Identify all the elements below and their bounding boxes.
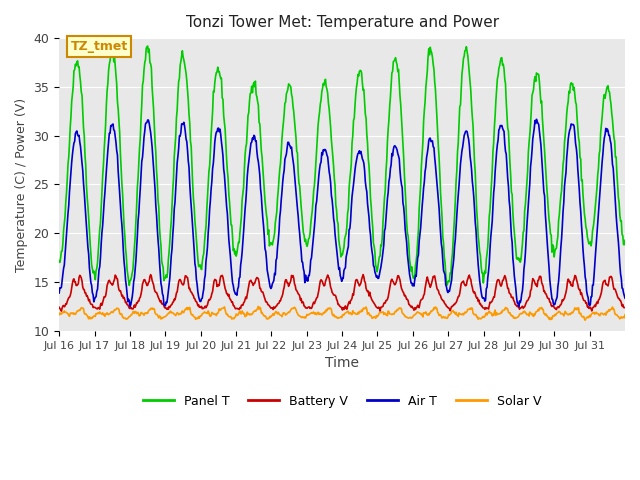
Panel T (122, 245, 129, 251)
Battery V (58, 308, 65, 314)
Line: Solar V: Solar V (59, 306, 625, 320)
Solar V (255, 303, 262, 309)
Legend: Panel T, Battery V, Air T, Solar V: Panel T, Battery V, Air T, Solar V (138, 390, 547, 413)
Y-axis label: Temperature (C) / Power (V): Temperature (C) / Power (V) (15, 97, 28, 272)
Air T (401, 213, 408, 219)
Air T (254, 155, 262, 161)
Battery V (621, 305, 629, 311)
Panel T (144, 43, 152, 49)
Battery V (55, 304, 63, 310)
Solar V (122, 315, 129, 321)
Air T (515, 304, 523, 310)
Text: TZ_tmet: TZ_tmet (70, 40, 128, 53)
Panel T (276, 160, 284, 166)
Air T (275, 228, 283, 234)
Battery V (359, 272, 367, 277)
Panel T (55, 258, 63, 264)
Solar V (401, 314, 409, 320)
Line: Panel T: Panel T (59, 46, 625, 285)
Battery V (255, 276, 262, 282)
Panel T (402, 200, 410, 206)
Air T (621, 295, 629, 301)
Air T (55, 290, 63, 296)
Panel T (434, 130, 442, 135)
Line: Battery V: Battery V (59, 275, 625, 311)
Air T (432, 171, 440, 177)
Solar V (621, 312, 629, 318)
Air T (532, 117, 540, 122)
Solar V (433, 305, 441, 311)
Solar V (581, 317, 589, 323)
X-axis label: Time: Time (325, 356, 359, 370)
Solar V (276, 312, 284, 318)
Battery V (434, 287, 442, 293)
Air T (226, 245, 234, 251)
Solar V (55, 312, 63, 317)
Solar V (226, 314, 234, 320)
Title: Tonzi Tower Met: Temperature and Power: Tonzi Tower Met: Temperature and Power (186, 15, 499, 30)
Panel T (125, 282, 133, 288)
Line: Air T: Air T (59, 120, 625, 307)
Battery V (402, 294, 410, 300)
Panel T (227, 222, 235, 228)
Battery V (122, 300, 130, 305)
Air T (122, 277, 129, 283)
Battery V (227, 297, 234, 302)
Panel T (621, 238, 629, 243)
Solar V (254, 306, 262, 312)
Battery V (276, 298, 284, 304)
Panel T (255, 120, 263, 125)
